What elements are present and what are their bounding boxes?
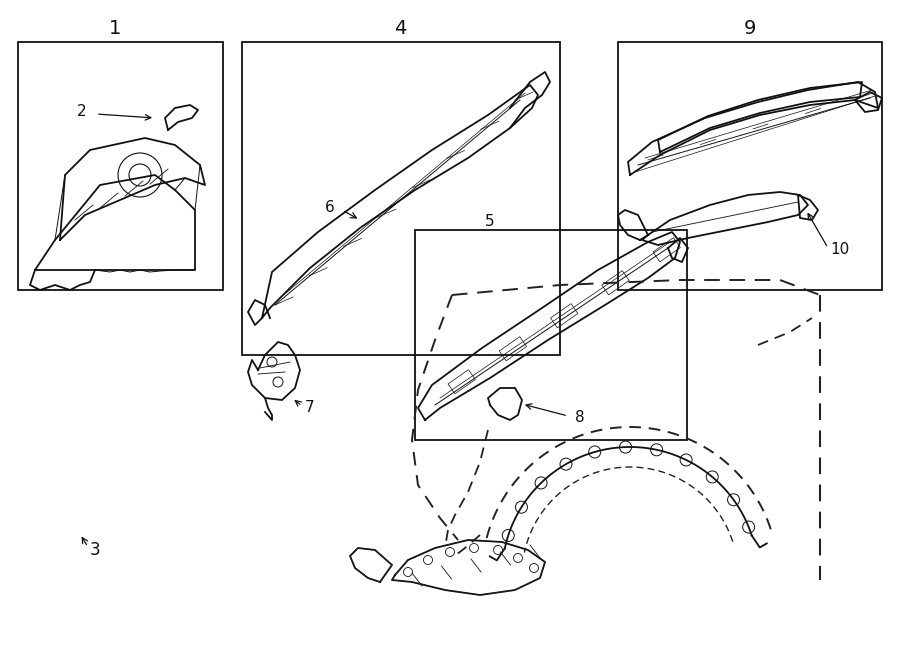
Bar	[602, 271, 629, 295]
Text: 5: 5	[485, 214, 495, 230]
Bar	[653, 238, 680, 262]
Text: 2: 2	[77, 105, 86, 120]
Text: 1: 1	[109, 19, 122, 38]
Bar	[500, 337, 526, 361]
Text: 7: 7	[305, 401, 315, 416]
Bar	[618, 42, 882, 290]
Bar	[551, 304, 578, 328]
Text: 9: 9	[743, 19, 756, 38]
Bar	[242, 42, 560, 355]
Text: 3: 3	[90, 541, 100, 559]
Text: 6: 6	[325, 201, 335, 216]
Text: 10: 10	[831, 242, 850, 258]
Bar	[448, 369, 475, 394]
Text: 8: 8	[575, 410, 585, 426]
Text: 4: 4	[394, 19, 406, 38]
Bar	[18, 42, 223, 290]
Bar	[415, 230, 687, 440]
